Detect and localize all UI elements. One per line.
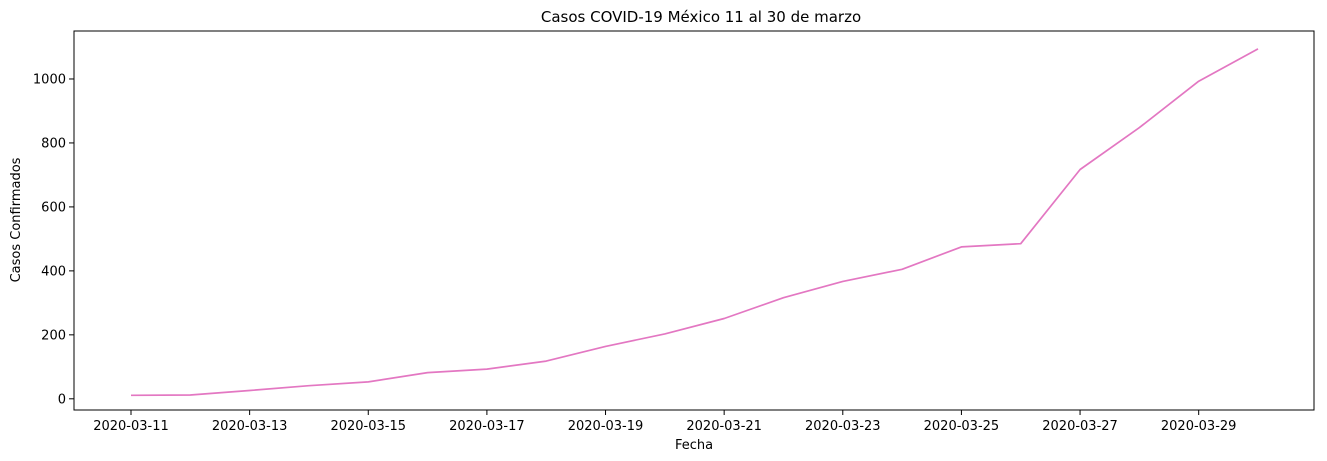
y-axis: 0 200 400 600 800 1000	[33, 72, 74, 407]
y-tick-label: 0	[58, 392, 66, 407]
y-tick-label: 600	[41, 200, 66, 215]
chart-title: Casos COVID-19 México 11 al 30 de marzo	[541, 8, 861, 26]
x-tick-label: 2020-03-19	[568, 419, 644, 434]
y-tick-label: 800	[41, 136, 66, 151]
x-tick-label: 2020-03-23	[805, 419, 881, 434]
y-axis-title: Casos Confirmados	[9, 157, 24, 282]
y-tick-label: 1000	[33, 72, 66, 87]
x-tick-label: 2020-03-27	[1042, 419, 1118, 434]
y-tick-label: 200	[41, 328, 66, 343]
x-tick-label: 2020-03-17	[449, 419, 525, 434]
series-line	[130, 48, 1259, 397]
x-tick-label: 2020-03-11	[93, 419, 169, 434]
x-tick-label: 2020-03-29	[1161, 419, 1237, 434]
x-axis: 2020-03-11 2020-03-13 2020-03-15 2020-03-17…	[93, 410, 1236, 434]
x-axis-title: Fecha	[675, 438, 713, 453]
x-tick-label: 2020-03-13	[212, 419, 288, 434]
x-tick-label: 2020-03-15	[330, 419, 406, 434]
x-tick-label: 2020-03-21	[686, 419, 762, 434]
plot-area-frame	[73, 30, 1315, 411]
x-tick-label: 2020-03-25	[924, 419, 1000, 434]
y-tick-label: 400	[41, 264, 66, 279]
series-group	[130, 48, 1259, 397]
